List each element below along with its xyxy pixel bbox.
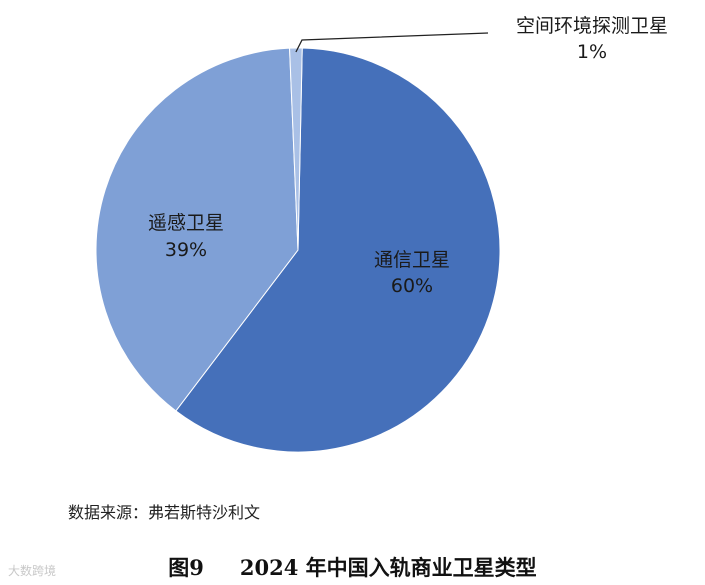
pie-slice [289, 47, 303, 251]
data-source: 数据来源：弗若斯特沙利文 [68, 503, 261, 522]
figure-caption: 图9 2024 年中国入轨商业卫星类型 [0, 552, 705, 582]
figure-title: 2024 年中国入轨商业卫星类型 [239, 555, 537, 580]
figure-number: 图9 [168, 555, 204, 580]
slice-value-label: 1% [577, 41, 607, 63]
slice-label: 遥感卫星 [148, 212, 224, 234]
slice-value-label: 60% [391, 275, 433, 297]
slice-label: 通信卫星 [374, 249, 450, 271]
watermark: 大数跨境 [8, 564, 57, 578]
slice-value-label: 39% [165, 239, 207, 261]
pie-slice [95, 47, 299, 412]
leader-line [295, 32, 489, 53]
slice-label: 空间环境探测卫星 [516, 15, 668, 37]
pie-slice [175, 47, 501, 453]
pie-chart: 通信卫星 60% 遥感卫星 39% 空间环境探测卫星 1% [95, 15, 668, 453]
